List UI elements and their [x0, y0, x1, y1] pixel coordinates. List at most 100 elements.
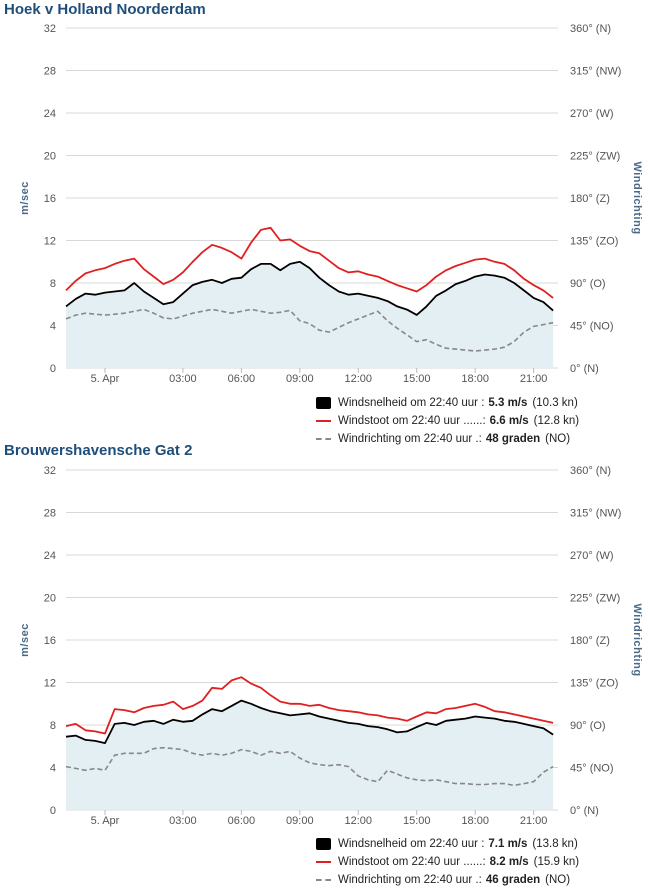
legend-extra: (15.9 kn)	[533, 856, 580, 868]
x-tick-label: 5. Apr	[91, 373, 120, 385]
y2-tick-label: 225° (ZW)	[570, 151, 620, 163]
y-tick-label: 16	[44, 193, 56, 205]
legend-extra: (12.8 kn)	[533, 415, 580, 427]
chart-legend: Windsnelheid om 22:40 uur :7.1 m/s (13.8 …	[316, 835, 579, 889]
legend-value: 8.2 m/s	[489, 856, 529, 868]
y-tick-label: 16	[44, 635, 56, 647]
x-tick-label: 15:00	[403, 373, 431, 385]
legend-item[interactable]: Windsnelheid om 22:40 uur :7.1 m/s (13.8 …	[316, 835, 579, 853]
legend-item[interactable]: Windstoot om 22:40 uur ......: 8.2 m/s (15…	[316, 853, 579, 871]
series-line-speed	[65, 699, 554, 745]
legend-item[interactable]: Windsnelheid om 22:40 uur :5.3 m/s (10.3 …	[316, 394, 579, 412]
x-tick-label: 18:00	[461, 815, 489, 827]
x-tick-label: 12:00	[345, 373, 373, 385]
series-line-gust	[65, 226, 554, 299]
y-tick-label: 12	[44, 236, 56, 248]
y2-tick-label: 180° (Z)	[570, 193, 610, 205]
y-tick-label: 20	[44, 151, 56, 163]
y-tick-label: 20	[44, 593, 56, 605]
x-tick-label: 5. Apr	[91, 815, 120, 827]
y2-axis-title: Windrichting	[631, 161, 643, 234]
y2-tick-label: 90° (O)	[570, 720, 606, 732]
legend-swatch	[316, 879, 331, 881]
legend-swatch	[316, 420, 331, 422]
legend-extra: (NO)	[545, 433, 571, 445]
legend-value: 48 graden	[485, 433, 541, 445]
legend-extra: (13.8 kn)	[532, 838, 578, 850]
y-axis-title: m/sec	[19, 181, 31, 215]
legend-extra: (NO)	[545, 874, 571, 886]
y-tick-label: 0	[50, 805, 56, 817]
series-line-dir	[65, 308, 554, 352]
wind-chart: 0 4 8 12 16 20 24 28 32 0° (N) 45° (NO) 90° (O) 135°…	[19, 23, 643, 385]
y2-tick-label: 315° (NW)	[570, 508, 621, 520]
x-tick-label: 09:00	[286, 815, 314, 827]
station-title: Hoek v Holland Noorderdam	[4, 1, 206, 18]
speed-area	[66, 261, 554, 368]
chart-legend: Windsnelheid om 22:40 uur :5.3 m/s (10.3 …	[316, 394, 579, 448]
y-tick-label: 28	[44, 66, 56, 78]
y2-tick-label: 315° (NW)	[570, 66, 621, 78]
station-title: Brouwershavensche Gat 2	[4, 442, 193, 459]
x-tick-label: 21:00	[520, 815, 548, 827]
legend-item[interactable]: Windstoot om 22:40 uur ......: 6.6 m/s (12…	[316, 412, 579, 430]
y-tick-label: 4	[50, 321, 56, 333]
y2-tick-label: 135° (ZO)	[570, 678, 618, 690]
legend-value: 46 graden	[485, 874, 541, 886]
series-line-gust	[65, 676, 554, 735]
legend-item[interactable]: Windrichting om 22:40 uur .: 46 graden (NO…	[316, 871, 579, 889]
y2-tick-label: 270° (W)	[570, 108, 614, 120]
legend-label: Windsnelheid om 22:40 uur :	[338, 397, 485, 409]
legend-label: Windsnelheid om 22:40 uur :	[338, 838, 485, 850]
series-line-dir	[65, 746, 554, 787]
x-tick-label: 03:00	[169, 373, 197, 385]
y2-tick-label: 45° (NO)	[570, 763, 614, 775]
legend-label: Windrichting om 22:40 uur .:	[338, 433, 482, 445]
y-tick-label: 28	[44, 508, 56, 520]
y2-tick-label: 45° (NO)	[570, 321, 614, 333]
y-tick-label: 0	[50, 363, 56, 375]
legend-extra: (10.3 kn)	[532, 397, 578, 409]
legend-swatch	[316, 861, 331, 863]
y2-tick-label: 0° (N)	[570, 363, 599, 375]
legend-value: 5.3 m/s	[488, 397, 528, 409]
legend-label: Windrichting om 22:40 uur .:	[338, 874, 482, 886]
y-tick-label: 24	[44, 550, 56, 562]
y-axis-title: m/sec	[19, 623, 31, 657]
y2-axis-title: Windrichting	[631, 603, 643, 676]
y-tick-label: 12	[44, 678, 56, 690]
y2-tick-label: 225° (ZW)	[570, 593, 620, 605]
legend-value: 6.6 m/s	[489, 415, 529, 427]
legend-swatch	[316, 838, 331, 850]
speed-area	[66, 700, 554, 810]
legend-swatch	[316, 438, 331, 440]
legend-label: Windstoot om 22:40 uur ......:	[338, 415, 486, 427]
x-tick-label: 12:00	[345, 815, 373, 827]
x-tick-label: 03:00	[169, 815, 197, 827]
y2-tick-label: 90° (O)	[570, 278, 606, 290]
y2-tick-label: 0° (N)	[570, 805, 599, 817]
y-tick-label: 8	[50, 720, 56, 732]
wind-chart: 0 4 8 12 16 20 24 28 32 0° (N) 45° (NO) 90° (O) 135°…	[19, 465, 643, 827]
legend-swatch	[316, 397, 331, 409]
x-tick-label: 06:00	[228, 815, 256, 827]
series-line-speed	[65, 260, 554, 316]
y-tick-label: 32	[44, 465, 56, 477]
y-tick-label: 8	[50, 278, 56, 290]
x-tick-label: 18:00	[461, 373, 489, 385]
y-tick-label: 32	[44, 23, 56, 35]
x-tick-label: 06:00	[228, 373, 256, 385]
y2-tick-label: 360° (N)	[570, 465, 611, 477]
y-tick-label: 24	[44, 108, 56, 120]
x-tick-label: 15:00	[403, 815, 431, 827]
legend-value: 7.1 m/s	[488, 838, 528, 850]
x-tick-label: 09:00	[286, 373, 314, 385]
y-tick-label: 4	[50, 763, 56, 775]
legend-label: Windstoot om 22:40 uur ......:	[338, 856, 486, 868]
y2-tick-label: 135° (ZO)	[570, 236, 618, 248]
y2-tick-label: 180° (Z)	[570, 635, 610, 647]
y2-tick-label: 360° (N)	[570, 23, 611, 35]
x-tick-label: 21:00	[520, 373, 548, 385]
y2-tick-label: 270° (W)	[570, 550, 614, 562]
legend-item[interactable]: Windrichting om 22:40 uur .: 48 graden (NO…	[316, 430, 579, 448]
